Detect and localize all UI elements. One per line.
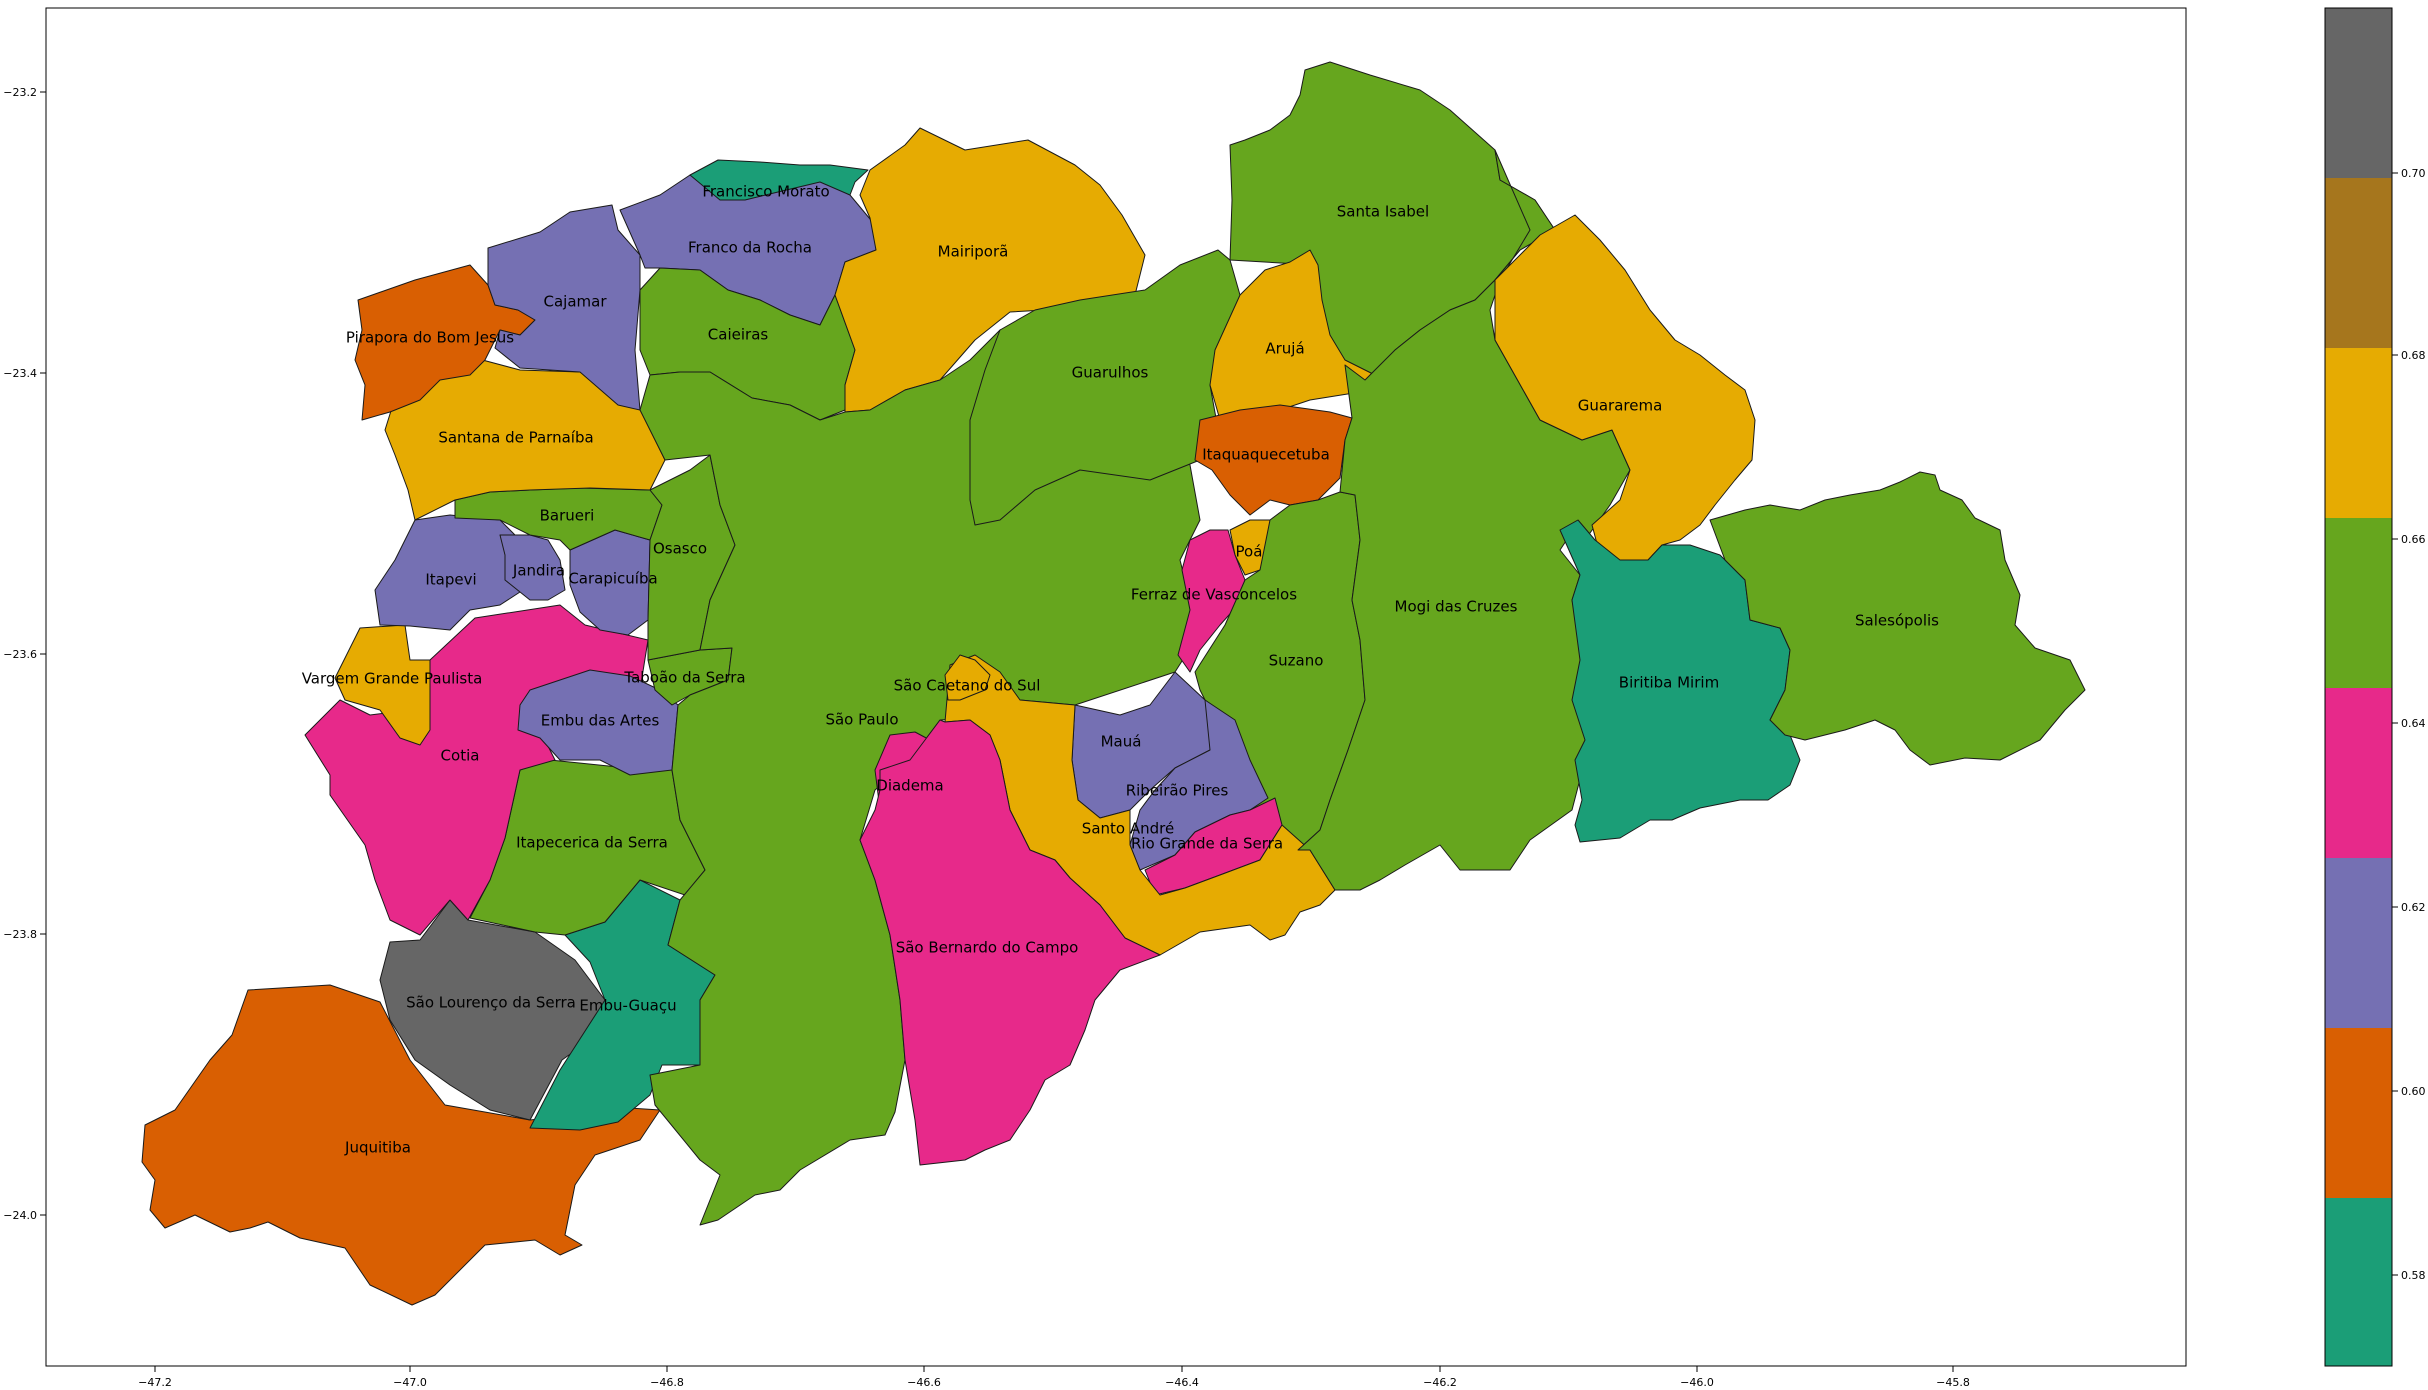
y-tick-label: −23.8 — [3, 928, 37, 941]
y-tick-label: −23.4 — [3, 367, 37, 380]
x-tick-label: −47.0 — [393, 1376, 427, 1389]
colorbar-band-magenta — [2325, 688, 2392, 858]
label-ribeirao-pires: Ribeirão Pires — [1126, 782, 1229, 800]
label-santo-andre: Santo André — [1082, 820, 1174, 838]
colorbar-band-brown — [2325, 178, 2392, 348]
label-cotia: Cotia — [441, 747, 480, 765]
label-guararema: Guararema — [1578, 397, 1663, 415]
colorbar: 0.70 0.68 0.66 0.64 0.62 0.60 0.58 — [2324, 7, 2426, 1367]
label-itaquaquecetuba: Itaquaquecetuba — [1202, 446, 1330, 464]
region-guararema — [1494, 214, 1756, 563]
label-mogi-das-cruzes: Mogi das Cruzes — [1395, 598, 1518, 616]
x-tick-label: −46.0 — [1680, 1376, 1714, 1389]
label-santana-de-parnaiba: Santana de Parnaíba — [438, 429, 593, 447]
region-embu-guacu — [529, 879, 716, 1131]
label-pirapora-do-bom-jesus: Pirapora do Bom Jesus — [346, 329, 514, 347]
label-embu-das-artes: Embu das Artes — [541, 712, 660, 730]
label-sao-caetano-do-sul: São Caetano do Sul — [894, 677, 1041, 695]
colorbar-band-orange — [2325, 1028, 2392, 1198]
label-osasco: Osasco — [653, 540, 707, 558]
municipality-shapes — [141, 61, 2086, 1306]
region-jandira — [499, 534, 566, 601]
colorbar-tick-label: 0.70 — [2401, 167, 2426, 180]
region-sao-bernardo-do-campo — [859, 719, 1161, 1166]
label-carapicuiba: Carapicuíba — [568, 570, 657, 588]
label-mairipora: Mairiporã — [938, 243, 1009, 261]
colorbar-tick-label: 0.62 — [2401, 901, 2426, 914]
label-juquitiba: Juquitiba — [344, 1139, 411, 1157]
colorbar-band-gray — [2325, 8, 2392, 178]
label-sao-bernardo-do-campo: São Bernardo do Campo — [896, 939, 1079, 957]
y-tick-label: −23.2 — [3, 86, 37, 99]
municipality-labels: Francisco Morato Franco da Rocha Cajamar… — [302, 183, 1939, 1157]
label-biritiba-mirim: Biritiba Mirim — [1619, 674, 1719, 692]
label-suzano: Suzano — [1269, 652, 1324, 670]
label-franco-da-rocha: Franco da Rocha — [688, 239, 812, 257]
label-diadema: Diadema — [876, 777, 943, 795]
region-salesopolis — [1709, 471, 2086, 766]
region-embu-das-artes — [517, 669, 679, 776]
label-aruja: Arujá — [1265, 340, 1304, 358]
region-ferraz-de-vasconcelos — [1177, 529, 1246, 673]
region-sao-caetano-do-sul — [944, 654, 991, 701]
label-sao-lourenco-da-serra: São Lourenço da Serra — [406, 994, 576, 1012]
x-tick-label: −45.8 — [1936, 1376, 1970, 1389]
colorbar-band-teal — [2325, 1198, 2392, 1366]
label-jandira: Jandira — [512, 562, 565, 580]
region-santana-de-parnaiba — [384, 357, 666, 521]
colorbar-band-green — [2325, 518, 2392, 688]
x-tick-label: −46.8 — [650, 1376, 684, 1389]
x-tick-label: −46.6 — [907, 1376, 941, 1389]
label-santa-isabel: Santa Isabel — [1337, 203, 1429, 221]
region-cajamar — [487, 204, 641, 411]
label-caieiras: Caieiras — [708, 326, 769, 344]
x-axis: −47.2 −47.0 −46.8 −46.6 −46.4 −46.2 −46.… — [138, 1366, 1970, 1389]
colorbar-tick-label: 0.58 — [2401, 1269, 2426, 1282]
y-tick-label: −23.6 — [3, 648, 37, 661]
plot-frame — [45, 7, 2187, 1367]
label-maua: Mauá — [1101, 733, 1142, 751]
x-tick-label: −46.4 — [1165, 1376, 1199, 1389]
region-biritiba-mirim — [1559, 519, 1801, 843]
colorbar-frame — [2324, 7, 2393, 1367]
label-itapecerica-da-serra: Itapecerica da Serra — [516, 834, 668, 852]
label-itapevi: Itapevi — [425, 571, 476, 589]
y-tick-label: −24.0 — [3, 1209, 37, 1222]
label-ferraz-de-vasconcelos: Ferraz de Vasconcelos — [1131, 586, 1297, 604]
colorbar-tick-label: 0.64 — [2401, 717, 2426, 730]
region-francisco-morato — [689, 159, 869, 201]
label-guarulhos: Guarulhos — [1072, 364, 1149, 382]
y-axis: −23.2 −23.4 −23.6 −23.8 −24.0 — [3, 86, 46, 1222]
colorbar-band-purple — [2325, 858, 2392, 1028]
label-salesopolis: Salesópolis — [1855, 612, 1939, 630]
label-francisco-morato: Francisco Morato — [702, 183, 829, 201]
map-axes — [45, 7, 2187, 1367]
label-barueri: Barueri — [540, 507, 595, 525]
label-rio-grande-da-serra: Rio Grande da Serra — [1131, 835, 1283, 853]
colorbar-tick-label: 0.68 — [2401, 349, 2426, 362]
x-tick-label: −46.2 — [1423, 1376, 1457, 1389]
label-embu-guacu: Embu-Guaçu — [579, 997, 676, 1015]
label-taboao-da-serra: Taboão da Serra — [623, 669, 745, 687]
colorbar-tick-label: 0.60 — [2401, 1085, 2426, 1098]
x-tick-label: −47.2 — [138, 1376, 172, 1389]
label-poa: Poá — [1236, 543, 1263, 561]
label-cajamar: Cajamar — [544, 293, 608, 311]
colorbar-tick-label: 0.66 — [2401, 533, 2426, 546]
label-sao-paulo: São Paulo — [825, 711, 898, 729]
region-vargem-grande-paulista — [334, 624, 431, 746]
label-vargem-grande-paulista: Vargem Grande Paulista — [302, 670, 483, 688]
colorbar-band-yellow — [2325, 348, 2392, 518]
